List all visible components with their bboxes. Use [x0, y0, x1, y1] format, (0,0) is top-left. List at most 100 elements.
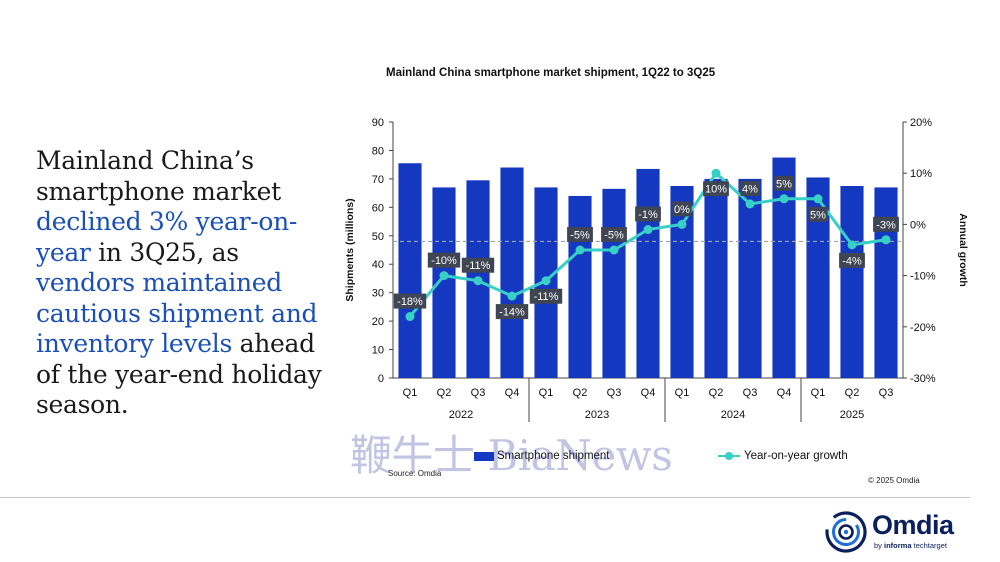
bar — [636, 168, 660, 378]
y-tick-label: 30 — [372, 288, 384, 300]
x-tick-label: Q3 — [743, 387, 758, 399]
x-tick-label: Q1 — [811, 387, 826, 399]
growth-point — [507, 291, 517, 301]
x-tick-label: Q3 — [879, 387, 894, 399]
growth-label: -18% — [397, 296, 423, 308]
bar — [670, 186, 694, 378]
growth-label-box — [567, 227, 593, 242]
x-tick-label: Q2 — [573, 387, 588, 399]
growth-label: 4% — [742, 183, 758, 195]
growth-point — [677, 219, 687, 229]
growth-label-box — [703, 181, 729, 197]
growth-label-box — [529, 288, 563, 304]
y2-tick-label: -10% — [910, 271, 936, 283]
bar — [432, 187, 456, 378]
growth-point — [405, 312, 415, 322]
growth-label: -4% — [842, 255, 862, 267]
growth-label: 10% — [705, 184, 727, 196]
growth-label: 5% — [776, 178, 792, 190]
y-tick-label: 20 — [372, 316, 384, 328]
legend-growth-label: Year-on-year growth — [744, 450, 848, 462]
bar — [500, 167, 524, 378]
growth-label: 5% — [810, 209, 826, 221]
growth-label: -3% — [876, 219, 896, 231]
growth-point — [711, 168, 721, 178]
growth-label-box — [774, 175, 794, 191]
growth-label-box — [601, 227, 627, 242]
growth-label: -1% — [638, 209, 658, 221]
growth-point — [609, 245, 619, 255]
growth-label: -5% — [570, 230, 590, 242]
y2-tick-label: 10% — [910, 168, 932, 180]
legend-shipment-label: Smartphone shipment — [497, 450, 610, 462]
chart: 0 10 20 30 40 50 60 70 80 90 -30% -20% -10% 0% 10% 20% S… — [344, 117, 969, 422]
bar — [738, 178, 762, 378]
y2-tick-label: 20% — [910, 117, 932, 129]
x-tick-label: Q3 — [607, 387, 622, 399]
growth-label-box — [461, 257, 495, 273]
x-tick-label: Q2 — [437, 387, 452, 399]
bar — [568, 195, 592, 378]
bar — [398, 163, 422, 378]
footer-divider — [0, 497, 970, 498]
growth-label-box — [495, 304, 529, 320]
x-tick-label: Q4 — [777, 387, 792, 399]
growth-point — [847, 240, 857, 250]
y-tick-label: 50 — [372, 231, 384, 243]
x-tick-label: Q2 — [845, 387, 860, 399]
bar — [772, 157, 796, 378]
y-tick-label: 0 — [378, 373, 384, 385]
legend-bar-swatch — [474, 451, 494, 461]
copyright: © 2025 Omdia — [868, 476, 920, 485]
growth-point — [541, 276, 551, 286]
growth-point — [881, 235, 891, 245]
growth-label: -11% — [534, 291, 559, 303]
logo-wordmark: Omdia — [872, 510, 954, 540]
growth-label-box — [635, 206, 661, 222]
headline-text: in 3Q25, as — [90, 237, 239, 267]
growth-point — [643, 225, 653, 235]
year-label: 2022 — [449, 409, 473, 421]
y-tick-label: 70 — [372, 174, 384, 186]
bar — [704, 178, 728, 378]
y2-tick-label: 0% — [910, 219, 926, 231]
year-label: 2025 — [840, 409, 864, 421]
growth-point — [473, 276, 483, 286]
growth-label: -10% — [431, 255, 457, 267]
growth-point — [779, 194, 789, 204]
bar — [874, 187, 898, 378]
x-tick-label: Q1 — [539, 387, 554, 399]
y2-axis-title: Annual growth — [957, 213, 969, 287]
headline: Mainland China’s smartphone market decli… — [36, 146, 326, 421]
logo-tagline: by informa techtarget — [874, 541, 947, 550]
headline-highlight: vendors maintained cautious shipment and… — [36, 268, 318, 358]
source-note: Source: Omdia — [388, 469, 442, 478]
omdia-logo-icon — [825, 511, 867, 553]
y2-tick-label: -20% — [910, 322, 936, 334]
growth-label-box — [873, 216, 899, 232]
year-label: 2024 — [721, 409, 745, 421]
y-tick-label: 80 — [372, 145, 384, 157]
legend-shipment: Smartphone shipment — [474, 450, 610, 462]
x-tick-label: Q2 — [709, 387, 724, 399]
growth-label: 0% — [674, 204, 690, 216]
legend-growth: Year-on-year growth — [718, 450, 848, 462]
omdia-logo: Omdia by informa techtarget — [824, 510, 974, 554]
growth-label-box — [427, 252, 461, 268]
y-tick-label: 60 — [372, 202, 384, 214]
x-tick-label: Q1 — [403, 387, 418, 399]
y-tick-label: 90 — [372, 117, 384, 129]
headline-highlight: declined 3% year-on-year — [36, 207, 298, 267]
y-tick-label: 10 — [372, 345, 384, 357]
growth-point — [745, 199, 755, 209]
chart-title: Mainland China smartphone market shipmen… — [386, 67, 716, 79]
growth-point — [439, 271, 449, 281]
y-tick-label: 40 — [372, 259, 384, 271]
watermark: 鞭牛士 BiaNews — [350, 431, 673, 480]
bar — [840, 186, 864, 378]
x-tick-label: Q1 — [675, 387, 690, 399]
growth-label: -5% — [604, 230, 624, 242]
x-tick-label: Q4 — [505, 387, 520, 399]
growth-point — [575, 245, 585, 255]
bar — [806, 177, 830, 378]
